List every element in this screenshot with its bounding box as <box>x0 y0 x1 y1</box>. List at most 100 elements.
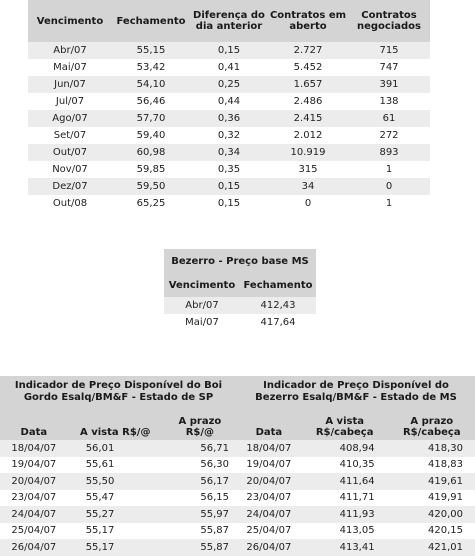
table-cell: 55,17 <box>67 522 163 539</box>
table-cell: 421,01 <box>388 539 475 556</box>
table-cell: 23/04/07 <box>237 489 301 506</box>
table-cell: 23/04/07 <box>0 489 68 506</box>
indicador-bezerro-row: 20/04/07 411,64 419,61 <box>237 473 475 490</box>
table-cell: 418,30 <box>388 440 475 457</box>
table-cell: 55,27 <box>67 506 163 523</box>
table-cell: 0,34 <box>190 144 268 161</box>
indicador-boi-title: Indicador de Preço Disponível do Boi Gor… <box>14 380 223 403</box>
table-cell: 2.486 <box>268 93 348 110</box>
table-cell: 420,15 <box>388 522 475 539</box>
table-cell: 1.657 <box>268 76 348 93</box>
table-cell: 24/04/07 <box>0 506 68 523</box>
bezerro-row: Mai/07 417,64 <box>164 314 316 331</box>
indicador-boi-row: 18/04/07 56,01 56,71 <box>0 440 237 457</box>
col-contratos-negociados: Contratos negociados <box>356 10 421 32</box>
bez-col-aprazo: A prazo R$/cabeça <box>402 416 461 438</box>
indicador-boi-row: 20/04/07 55,50 56,17 <box>0 473 237 490</box>
table-cell: Mai/07 <box>164 314 240 331</box>
table-cell: 56,46 <box>112 93 190 110</box>
table-cell: 2.415 <box>268 110 348 127</box>
futures-row: Dez/07 59,50 0,15 34 0 <box>28 178 430 195</box>
table-cell: 60,98 <box>112 144 190 161</box>
futures-row: Nov/07 59,85 0,35 315 1 <box>28 161 430 178</box>
table-cell: 893 <box>348 144 430 161</box>
table-cell: 26/04/07 <box>0 539 68 556</box>
table-cell: 391 <box>348 76 430 93</box>
table-cell: 2.727 <box>268 42 348 59</box>
bezerro-body: Abr/07 412,43 Mai/07 417,64 <box>164 297 316 331</box>
table-cell: 419,91 <box>388 489 475 506</box>
col-contratos-aberto: Contratos em aberto <box>269 10 347 32</box>
table-cell: 55,47 <box>67 489 163 506</box>
futures-row: Jun/07 54,10 0,25 1.657 391 <box>28 76 430 93</box>
bezerro-table: Bezerro - Preço base MS Vencimento Fecha… <box>164 249 316 331</box>
table-cell: 0,15 <box>190 195 268 212</box>
table-cell: 0,44 <box>190 93 268 110</box>
table-cell: 24/04/07 <box>237 506 301 523</box>
table-cell: 0,15 <box>190 42 268 59</box>
indicador-bezerro-row: 26/04/07 413,41 421,01 <box>237 539 475 556</box>
indicador-bezerro-table: Indicador de Preço Disponível do Bezerro… <box>237 376 475 556</box>
bez-col-data: Data <box>255 427 283 438</box>
indicador-boi-header-row: Data A vista R$/@ A prazo R$/@ <box>0 408 237 440</box>
futures-row: Mai/07 53,42 0,41 5.452 747 <box>28 59 430 76</box>
bezerro-col-vencimento: Vencimento <box>168 279 236 291</box>
indicador-boi-title-row: Indicador de Preço Disponível do Boi Gor… <box>0 376 237 408</box>
table-cell: Mai/07 <box>28 59 112 76</box>
table-cell: 2.012 <box>268 127 348 144</box>
indicador-boi-row: 25/04/07 55,17 55,87 <box>0 522 237 539</box>
table-cell: Jun/07 <box>28 76 112 93</box>
table-cell: 57,70 <box>112 110 190 127</box>
table-cell: 272 <box>348 127 430 144</box>
table-cell: 56,01 <box>67 440 163 457</box>
indicador-bezerro-body: 18/04/07 408,94 418,30 19/04/07 410,35 418,83… <box>237 440 475 556</box>
table-cell: Jul/07 <box>28 93 112 110</box>
bez-col-avista: A vista R$/cabeça <box>315 416 374 438</box>
table-cell: 56,71 <box>162 440 237 457</box>
bezerro-row: Abr/07 412,43 <box>164 297 316 314</box>
indicador-bezerro-row: 23/04/07 411,71 419,91 <box>237 489 475 506</box>
table-cell: 410,35 <box>300 456 389 473</box>
table-cell: 20/04/07 <box>0 473 68 490</box>
indicador-boi-row: 24/04/07 55,27 55,97 <box>0 506 237 523</box>
futures-table: Vencimento Fechamento Diferença do dia a… <box>28 0 430 212</box>
table-cell: 0 <box>348 178 430 195</box>
table-cell: 138 <box>348 93 430 110</box>
table-cell: 25/04/07 <box>237 522 301 539</box>
table-cell: 419,61 <box>388 473 475 490</box>
table-cell: Abr/07 <box>28 42 112 59</box>
futures-row: Jul/07 56,46 0,44 2.486 138 <box>28 93 430 110</box>
indicador-boi-row: 23/04/07 55,47 56,15 <box>0 489 237 506</box>
indicador-boi-table: Indicador de Preço Disponível do Boi Gor… <box>0 376 237 556</box>
col-diferenca: Diferença do dia anterior <box>193 10 265 32</box>
boi-col-aprazo: A prazo R$/@ <box>178 416 222 438</box>
table-cell: 1 <box>348 195 430 212</box>
table-cell: 418,83 <box>388 456 475 473</box>
table-cell: 55,97 <box>162 506 237 523</box>
indicador-bezerro-row: 19/04/07 410,35 418,83 <box>237 456 475 473</box>
indicador-boi-row: 26/04/07 55,17 55,87 <box>0 539 237 556</box>
boi-col-data: Data <box>20 427 48 438</box>
table-cell: Dez/07 <box>28 178 112 195</box>
table-cell: 411,64 <box>300 473 389 490</box>
table-cell: 0,25 <box>190 76 268 93</box>
table-cell: Out/07 <box>28 144 112 161</box>
table-cell: 65,25 <box>112 195 190 212</box>
table-cell: Out/08 <box>28 195 112 212</box>
table-cell: 18/04/07 <box>237 440 301 457</box>
table-cell: Nov/07 <box>28 161 112 178</box>
bezerro-title: Bezerro - Preço base MS <box>171 255 309 267</box>
table-cell: 411,93 <box>300 506 389 523</box>
table-cell: 413,05 <box>300 522 389 539</box>
table-cell: 26/04/07 <box>237 539 301 556</box>
table-cell: 1 <box>348 161 430 178</box>
table-cell: 19/04/07 <box>237 456 301 473</box>
table-cell: 56,15 <box>162 489 237 506</box>
table-cell: 0,32 <box>190 127 268 144</box>
table-cell: 19/04/07 <box>0 456 68 473</box>
table-cell: 747 <box>348 59 430 76</box>
table-cell: 55,17 <box>67 539 163 556</box>
table-cell: 10.919 <box>268 144 348 161</box>
col-fechamento: Fechamento <box>116 15 186 27</box>
table-cell: Ago/07 <box>28 110 112 127</box>
